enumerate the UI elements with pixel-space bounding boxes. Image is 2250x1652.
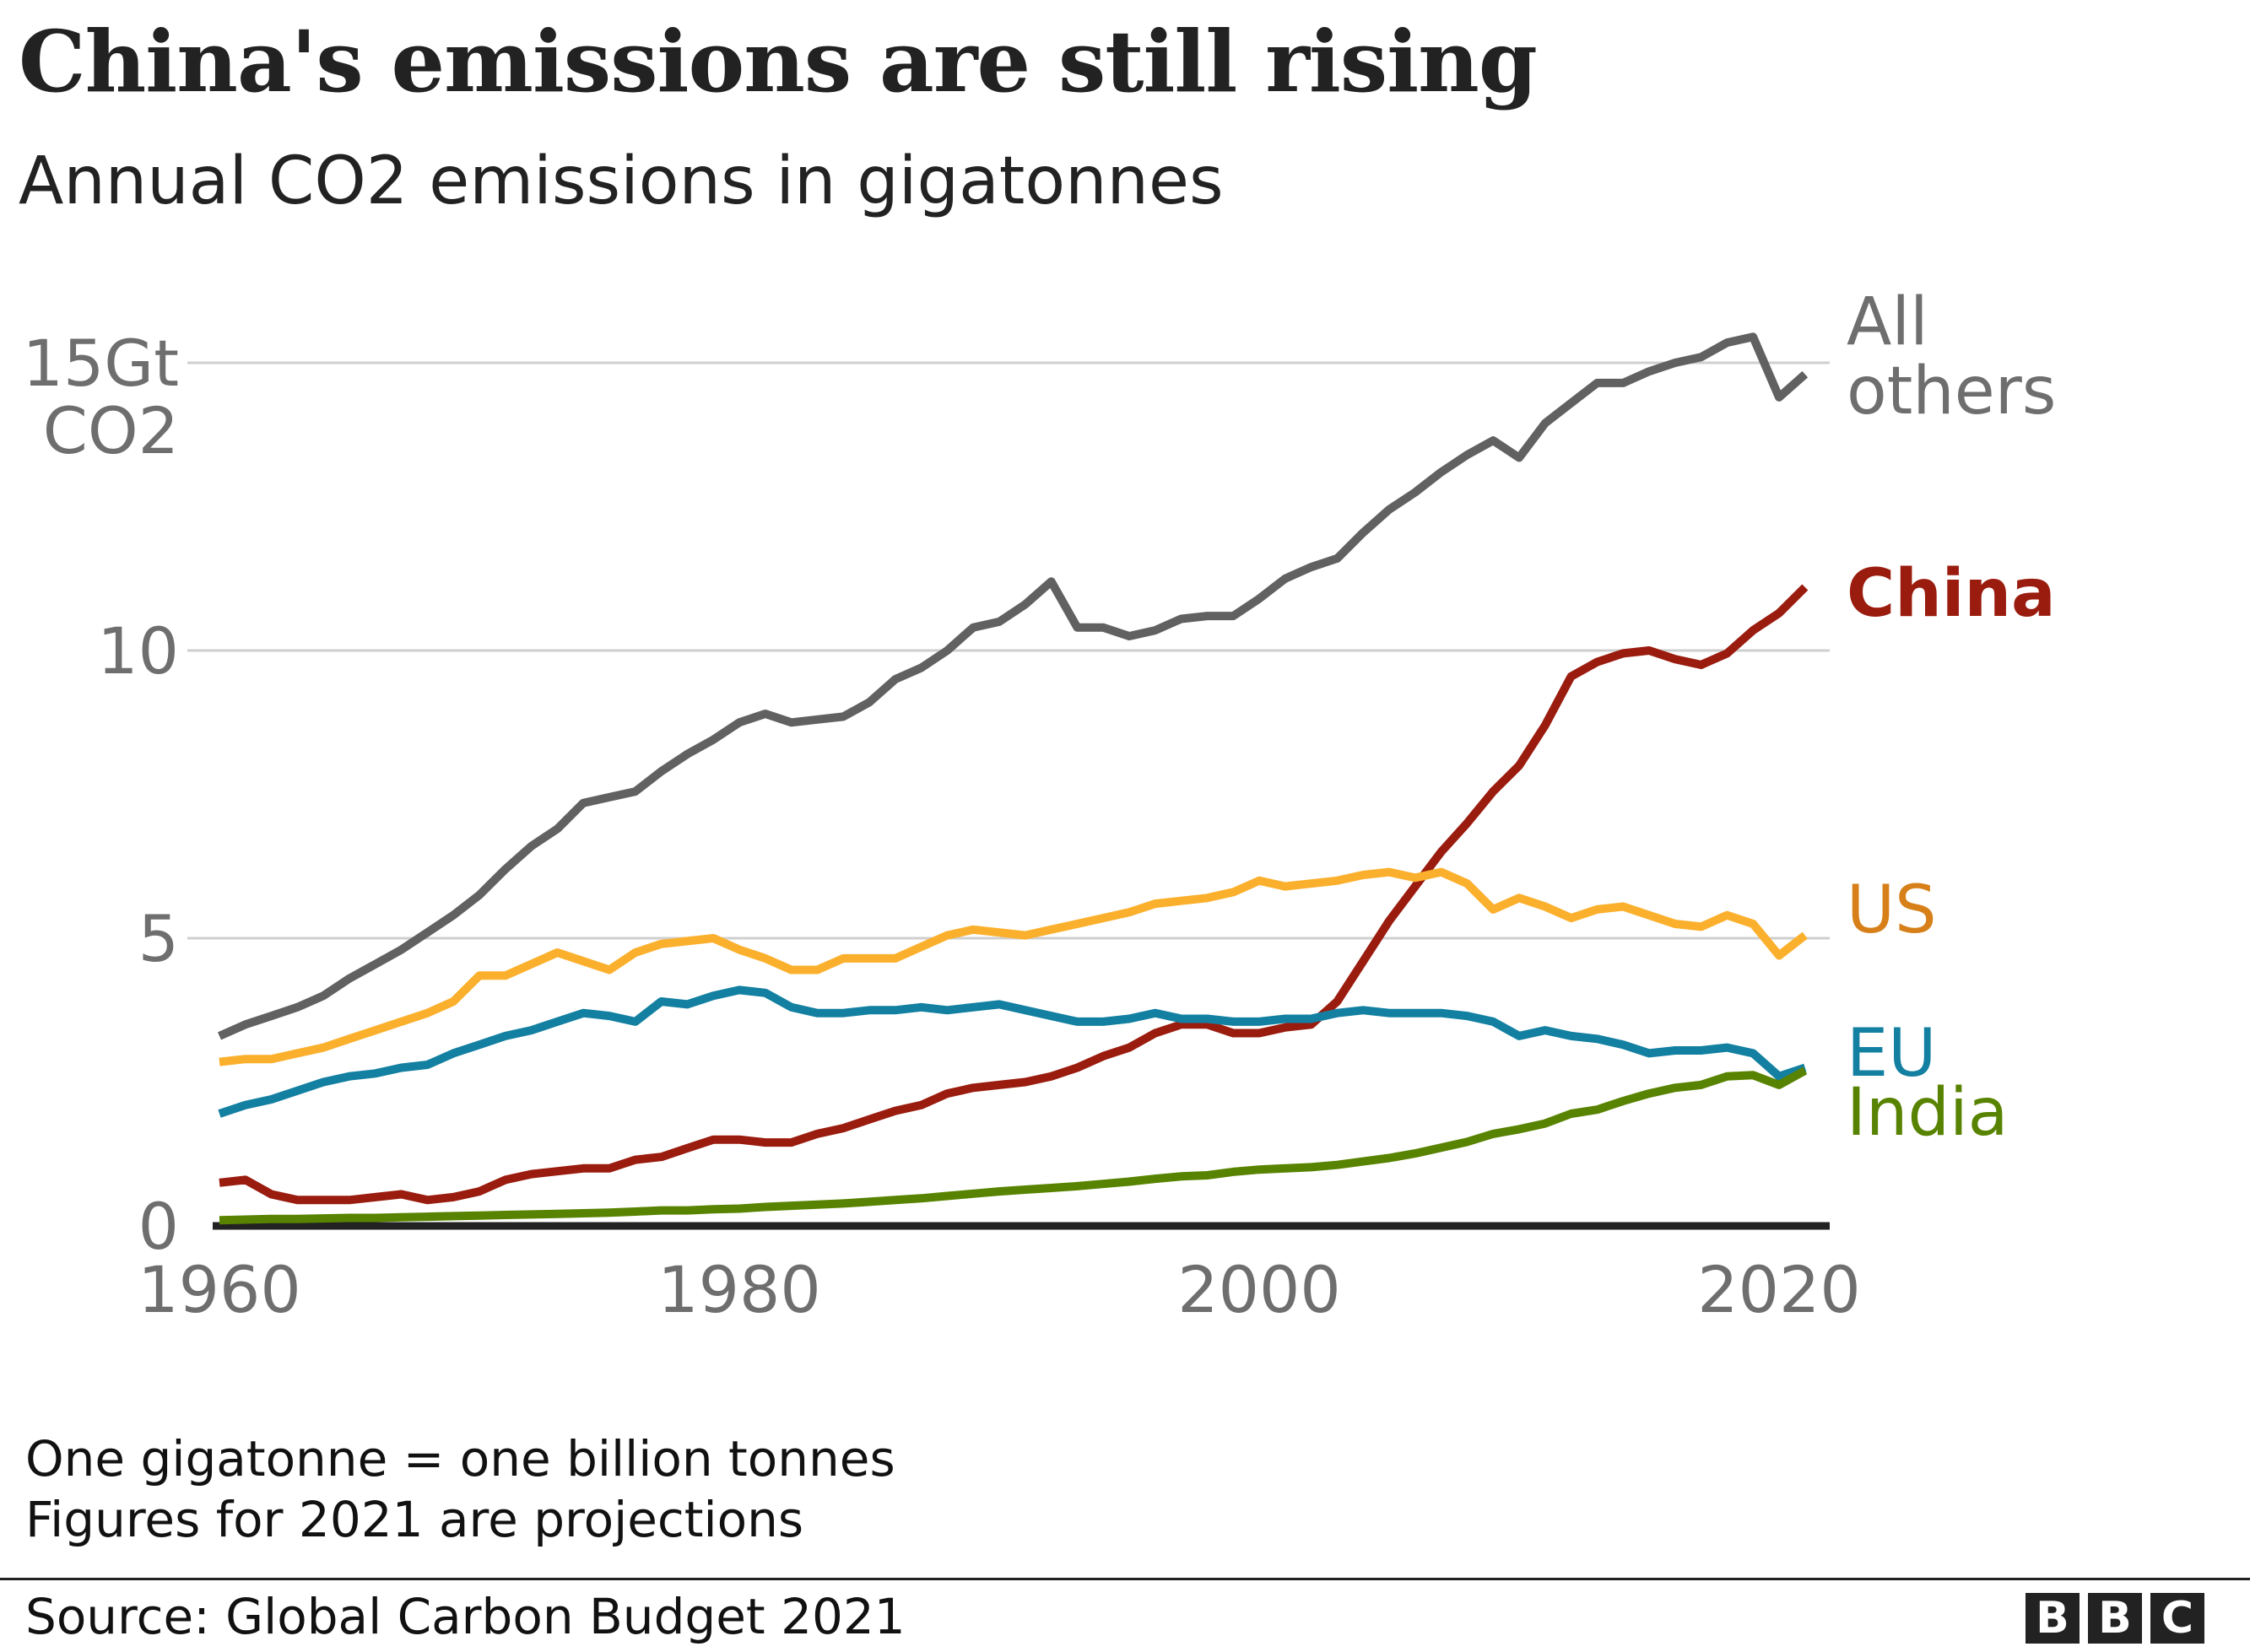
footnote-definition: One gigatonne = one billion tonnes	[25, 1430, 895, 1487]
series-line-china	[219, 584, 1809, 1205]
footnote-projection: Figures for 2021 are projections	[25, 1491, 804, 1548]
chart-subtitle: Annual CO2 emissions in gigatonnes	[19, 143, 1224, 219]
x-tick-label: 2020	[1697, 1252, 1860, 1327]
series-line-us	[219, 867, 1808, 1066]
series-label: EU	[1847, 1016, 1936, 1092]
series-label: US	[1847, 872, 1937, 948]
series-label: China	[1847, 556, 2056, 632]
y-tick-label: 5	[138, 901, 179, 976]
x-tick-label: 1960	[138, 1252, 300, 1327]
series-line-india	[219, 1066, 1808, 1225]
x-tick-label: 2000	[1177, 1252, 1340, 1327]
series-label: All	[1847, 284, 1928, 360]
y-tick-label: 0	[138, 1189, 179, 1264]
y-tick-label: 10	[97, 613, 179, 688]
y-axis-unit-label: CO2	[43, 393, 179, 468]
series-line-eu	[218, 985, 1807, 1118]
source-text: Source: Global Carbon Budget 2021	[25, 1588, 906, 1645]
chart-title: China's emissions are still rising	[19, 12, 1538, 111]
footer-divider	[0, 1578, 2250, 1580]
logo-letter: B	[2026, 1593, 2080, 1644]
y-axis-unit-label: 15Gt	[23, 326, 179, 401]
logo-letter: C	[2150, 1593, 2204, 1644]
series-label: others	[1847, 354, 2056, 429]
series-line-all-others	[217, 332, 1809, 1040]
logo-letter: B	[2088, 1593, 2142, 1644]
series-label: India	[1847, 1075, 2008, 1151]
bbc-logo: B B C	[2026, 1593, 2204, 1644]
x-tick-label: 1980	[657, 1252, 820, 1327]
